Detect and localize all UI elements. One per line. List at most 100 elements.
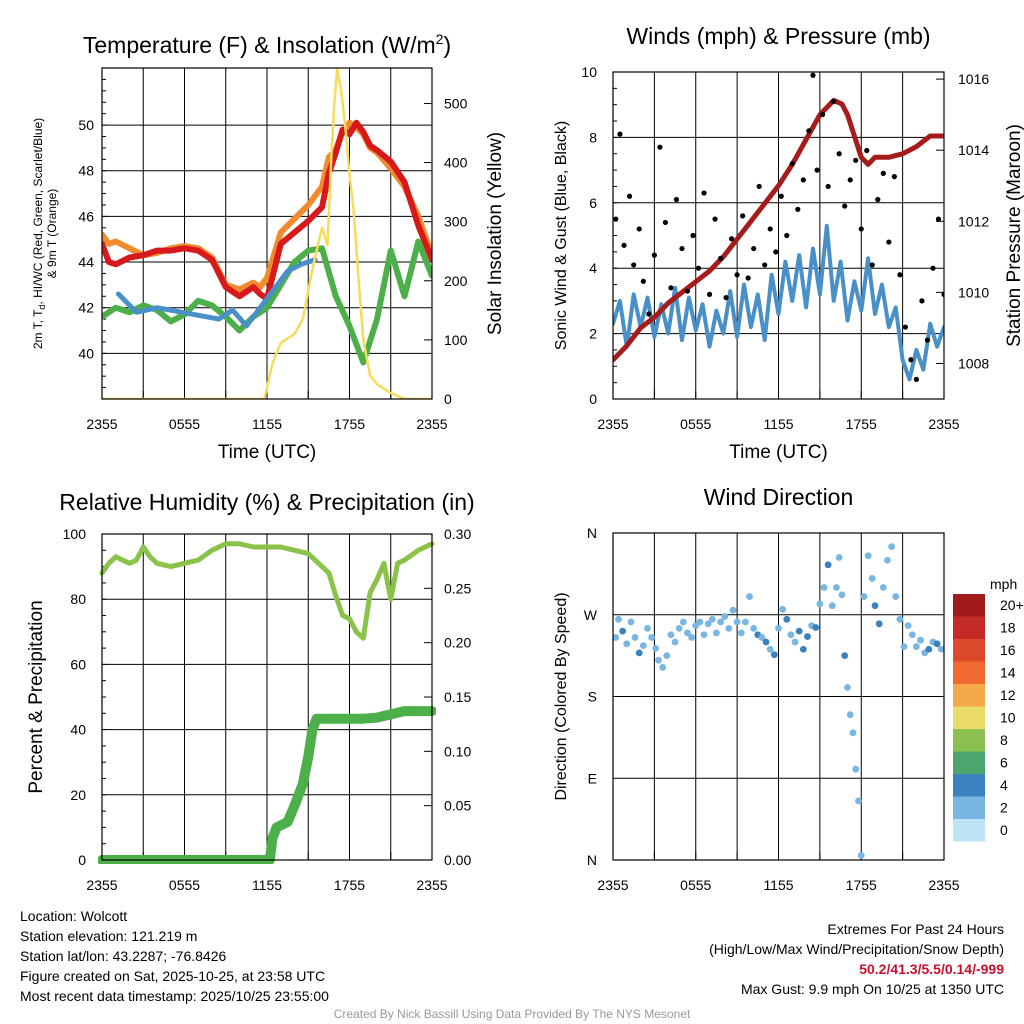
station-elevation: Station elevation: 121.219 m <box>20 928 198 944</box>
direction-point <box>762 638 770 646</box>
gust-point <box>626 193 633 199</box>
direction-point <box>879 584 887 591</box>
direction-point <box>838 591 846 599</box>
gust-point <box>831 98 837 105</box>
gust-point <box>784 232 790 239</box>
direction-point <box>737 629 745 637</box>
colorbar-swatch <box>953 751 985 774</box>
colorbar-label: 8 <box>1000 732 1008 748</box>
y-tick-label-left: 50 <box>78 117 94 133</box>
direction-point <box>913 643 920 650</box>
y-tick-label-left: 8 <box>589 129 597 145</box>
y-tick-label-right: 400 <box>444 155 468 171</box>
gust-point <box>842 203 848 209</box>
x-tick-label: 0555 <box>680 877 711 893</box>
y-tick-label-left: 60 <box>70 656 86 672</box>
y-axis-label-right: Solar Insolation (Yellow) <box>485 132 506 335</box>
x-tick-label: 2355 <box>86 877 117 893</box>
direction-point <box>795 627 803 635</box>
series-sonic-wind <box>613 223 944 382</box>
series-station-pressure <box>613 97 944 363</box>
y-tick-label-left: 46 <box>78 208 94 224</box>
gust-point <box>806 128 812 134</box>
x-tick-label: 1755 <box>334 416 365 432</box>
series-precipitation <box>98 706 436 864</box>
gust-point <box>795 206 801 212</box>
direction-point <box>855 797 862 805</box>
direction-point <box>758 634 766 641</box>
x-tick-label: 1155 <box>252 416 282 432</box>
colorbar-label: 20+ <box>1000 597 1024 613</box>
colorbar-swatch <box>953 819 985 842</box>
colorbar-label: 12 <box>1000 687 1016 703</box>
gust-point <box>800 177 806 183</box>
y-tick-label-right: 1008 <box>958 355 989 371</box>
gust-point <box>891 174 897 180</box>
y-tick-label-right: 200 <box>444 273 468 289</box>
gust-point <box>751 245 757 252</box>
gust-point <box>864 147 870 154</box>
y-axis-label-right: Station Pressure (Maroon) <box>1004 124 1024 347</box>
colorbar-swatch <box>953 594 985 617</box>
colorbar-swatch <box>953 684 985 707</box>
direction-point <box>864 552 872 560</box>
direction-point <box>791 638 799 646</box>
chart-title: Wind Direction <box>704 484 854 510</box>
y-tick-label-left: N <box>587 525 597 541</box>
gust-point <box>836 151 842 157</box>
gust-point <box>875 196 881 203</box>
gust-point <box>706 291 713 297</box>
gust-point <box>756 183 762 190</box>
speed-colorbar: mph 20+ 18 16 14 12 10 8 6 4 2 0 <box>953 576 1024 842</box>
y-axis-label-left: Percent & Precipitation <box>26 600 47 793</box>
direction-point <box>708 615 716 623</box>
direction-point <box>779 605 787 613</box>
y-tick-label-right: 1014 <box>958 142 989 158</box>
direction-point <box>684 629 691 637</box>
direction-point <box>619 627 627 635</box>
x-tick-label: 1755 <box>846 416 877 432</box>
colorbar-label: 10 <box>1000 710 1016 726</box>
colorbar-swatch <box>953 616 985 639</box>
direction-point <box>704 620 712 628</box>
gust-point <box>825 183 831 190</box>
y-tick-label-left: 0 <box>78 852 86 868</box>
y-tick-label-left: 100 <box>63 526 87 542</box>
y-axis-label-left: Sonic Wind & Gust (Blue, Black) <box>553 121 570 350</box>
colorbar-title: mph <box>990 576 1017 592</box>
gust-point <box>662 219 669 226</box>
gust-point <box>745 275 751 281</box>
series-solar-insolation <box>102 68 432 399</box>
gust-point <box>646 311 652 317</box>
direction-point <box>615 615 622 623</box>
direction-point <box>824 561 832 569</box>
x-tick-label: 0555 <box>680 416 711 432</box>
direction-point <box>717 618 724 626</box>
gust-point <box>734 272 740 278</box>
gust-point <box>695 265 702 271</box>
y-tick-label-left: S <box>588 689 597 705</box>
y-tick-label-right: 1012 <box>958 213 989 229</box>
y-tick-label-right: 0.00 <box>444 852 471 868</box>
gust-point <box>717 255 724 261</box>
x-tick-label: 1155 <box>252 877 282 893</box>
x-tick-label: 2355 <box>86 416 117 432</box>
direction-point <box>675 624 683 632</box>
colorbar-label: 14 <box>1000 665 1016 681</box>
gust-point <box>690 232 696 239</box>
station-info: Location: Wolcott Station elevation: 121… <box>20 906 329 1006</box>
series-group <box>102 68 432 399</box>
direction-point <box>671 638 679 646</box>
direction-point <box>742 618 749 626</box>
direction-point <box>799 645 807 653</box>
direction-point <box>857 852 865 859</box>
direction-point <box>783 615 791 623</box>
gust-point <box>930 265 936 271</box>
direction-point <box>933 640 941 648</box>
station-location: Location: Wolcott <box>20 908 128 924</box>
direction-point <box>896 615 904 623</box>
colorbar-label: 16 <box>1000 642 1016 658</box>
direction-point <box>721 613 729 620</box>
chart-panel-3: 2355 0555 1155 1755 23550204060801000.000.05… <box>26 489 475 893</box>
